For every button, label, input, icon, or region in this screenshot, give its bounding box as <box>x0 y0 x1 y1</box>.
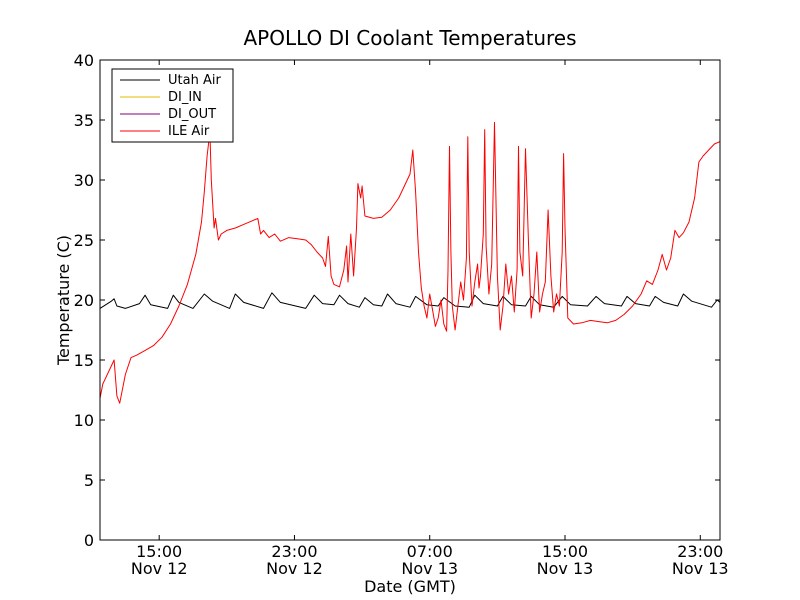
x-tick-label-time: 07:00 <box>407 542 453 561</box>
y-tick-label: 10 <box>74 411 94 430</box>
x-tick-label-date: Nov 13 <box>672 559 729 578</box>
legend-label: DI_OUT <box>168 107 216 122</box>
y-tick-label: 35 <box>74 111 94 130</box>
legend-label: DI_IN <box>168 90 202 105</box>
x-tick-label-time: 23:00 <box>271 542 317 561</box>
y-tick-label: 15 <box>74 351 94 370</box>
series-line-ile-air <box>99 121 721 404</box>
x-tick-label-time: 15:00 <box>136 542 182 561</box>
x-axis-title: Date (GMT) <box>364 577 456 596</box>
legend-label: ILE Air <box>168 124 210 139</box>
x-tick-label-date: Nov 13 <box>401 559 458 578</box>
y-tick-label: 0 <box>84 531 94 550</box>
x-tick-label-date: Nov 12 <box>131 559 188 578</box>
y-tick-label: 20 <box>74 291 94 310</box>
y-tick-label: 40 <box>74 51 94 70</box>
chart-title: APOLLO DI Coolant Temperatures <box>243 26 576 50</box>
y-axis-title: Temperature (C) <box>54 235 73 366</box>
y-tick-label: 30 <box>74 171 94 190</box>
series-line-utah-air <box>99 292 721 309</box>
x-tick-label-date: Nov 13 <box>537 559 594 578</box>
legend: Utah Air DI_IN DI_OUT ILE Air <box>111 68 234 143</box>
legend-label: Utah Air <box>168 73 221 88</box>
series-layer <box>99 121 721 404</box>
x-tick-label-time: 23:00 <box>677 542 723 561</box>
x-tick-label-date: Nov 12 <box>266 559 323 578</box>
legend-box <box>111 68 234 143</box>
x-tick-label-time: 15:00 <box>542 542 588 561</box>
y-tick-label: 25 <box>74 231 94 250</box>
y-tick-label: 5 <box>84 471 94 490</box>
